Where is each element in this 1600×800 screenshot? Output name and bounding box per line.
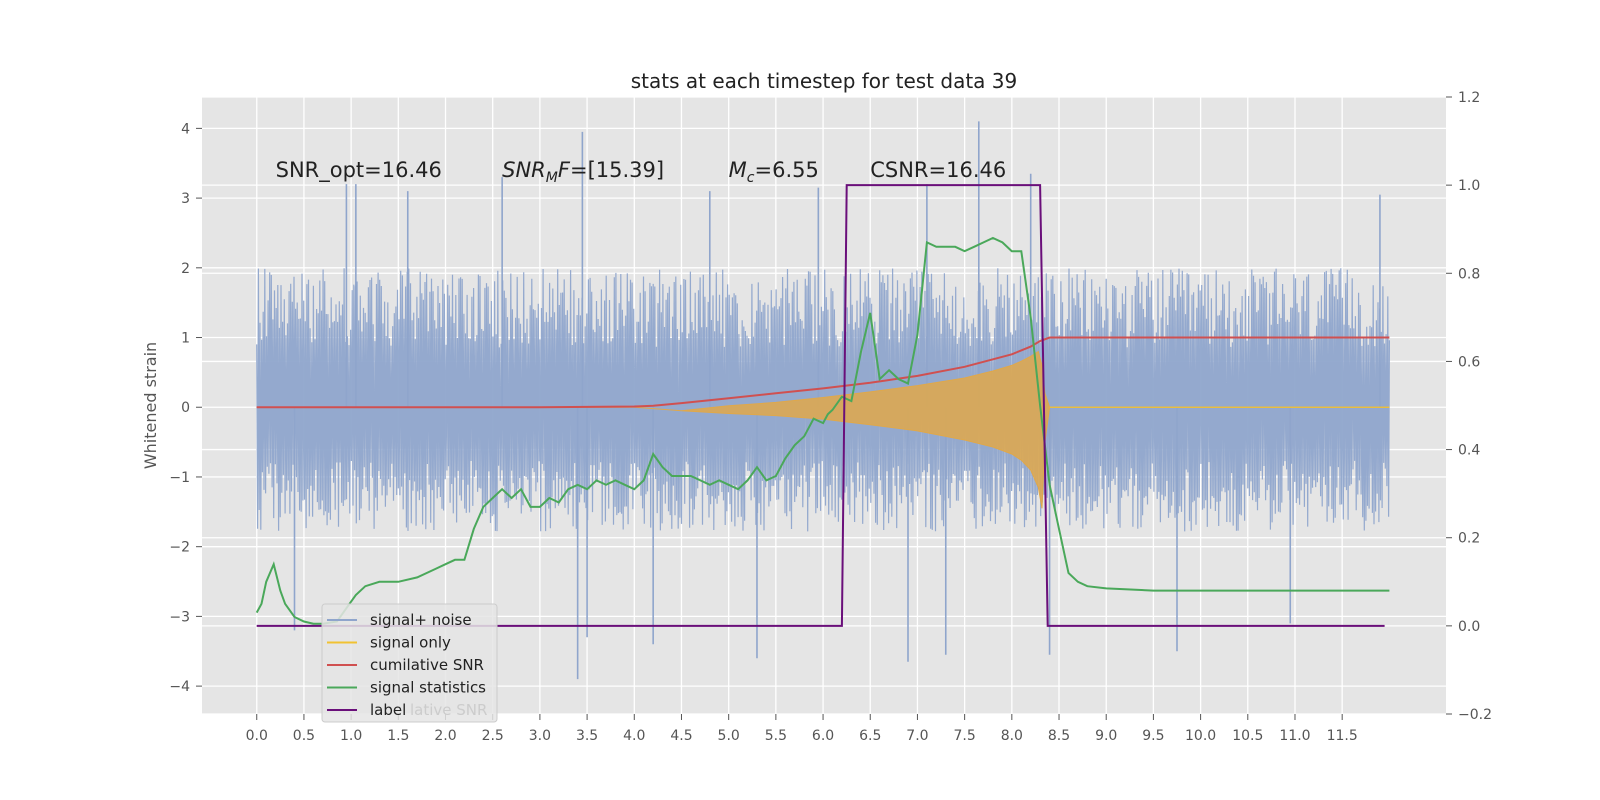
legend-label: signal statistics [370, 679, 486, 697]
annotation-text: SNR_opt=16.46 [276, 158, 442, 183]
annotation-text: CSNR=16.46 [870, 158, 1006, 182]
x-tick-label: 6.0 [812, 728, 834, 744]
axis-ticks: 0.0 0.5 1.0 1.5 2.0 2.5 3.0 3.5 4.0 4.5 5.0 5.5 6.0 6… [169, 90, 1492, 744]
y-tick-label: −1 [169, 470, 190, 486]
x-tick-label: 10.5 [1232, 728, 1263, 744]
y2-tick-label: 0.4 [1458, 443, 1480, 459]
x-tick-label: 1.5 [387, 728, 409, 744]
series-signal-noise [256, 121, 1390, 680]
label-line [256, 184, 1385, 627]
x-tick-label: 8.5 [1048, 728, 1070, 744]
x-tick-label: 6.5 [859, 728, 881, 744]
x-tick-label: 1.0 [340, 728, 362, 744]
x-tick-label: 2.0 [434, 728, 456, 744]
y-tick-label: 4 [181, 121, 190, 137]
y2-tick-label: 0.8 [1458, 266, 1480, 282]
x-tick-label: 4.5 [670, 728, 692, 744]
x-tick-label: 7.0 [906, 728, 928, 744]
y-tick-label: −3 [169, 609, 190, 625]
annotation-text: SNRMF=[15.39] [502, 158, 664, 186]
chart-title: stats at each timestep for test data 39 [631, 69, 1017, 93]
y2-tick-label: −0.2 [1458, 707, 1492, 723]
y-tick-label: 2 [181, 261, 190, 277]
y-tick-label: 0 [181, 400, 190, 416]
y-tick-label: 1 [181, 331, 190, 347]
annotations: SNR_opt=16.46 SNRMF=[15.39] Mc=6.55 CSNR=16… [276, 158, 1007, 186]
y2-tick-label: 0.6 [1458, 354, 1480, 370]
series-signal-only [256, 350, 1390, 509]
x-tick-label: 7.5 [954, 728, 976, 744]
x-tick-label: 9.5 [1142, 728, 1164, 744]
y-tick-label: −2 [169, 540, 190, 556]
legend: lative SNR signal+ noise signal only cumila… [321, 603, 498, 723]
y2-tick-label: 0.0 [1458, 619, 1480, 635]
legend-label: signal only [370, 634, 451, 652]
x-tick-label: 2.5 [482, 728, 504, 744]
y-axis-label: Whitened strain [141, 342, 160, 469]
legend-overlap-text: lative SNR [410, 701, 487, 719]
legend-label: cumilative SNR [370, 656, 484, 674]
x-tick-label: 11.0 [1279, 728, 1310, 744]
x-tick-label: 3.5 [576, 728, 598, 744]
y2-tick-label: 1.0 [1458, 178, 1480, 194]
x-tick-label: 3.0 [529, 728, 551, 744]
y-tick-label: −4 [169, 679, 190, 695]
x-tick-label: 11.5 [1327, 728, 1358, 744]
x-tick-label: 5.5 [765, 728, 787, 744]
cumulative-snr-line [256, 336, 1390, 409]
y-tick-label: 3 [181, 191, 190, 207]
signal-statistics-line [255, 236, 1390, 625]
noise-band-trace [256, 268, 1390, 532]
y2-tick-label: 1.2 [1458, 90, 1480, 106]
x-tick-label: 9.0 [1095, 728, 1117, 744]
x-tick-label: 0.5 [293, 728, 315, 744]
annotation-text: Mc=6.55 [729, 158, 819, 186]
legend-box [321, 603, 498, 723]
y2-tick-label: 0.2 [1458, 531, 1480, 547]
x-tick-label: 0.0 [246, 728, 268, 744]
x-tick-label: 4.0 [623, 728, 645, 744]
x-tick-label: 5.0 [718, 728, 740, 744]
x-tick-label: 10.0 [1185, 728, 1216, 744]
signal-only-envelope [256, 350, 1390, 509]
legend-label: label [370, 701, 406, 719]
series-lines [255, 184, 1390, 627]
x-tick-label: 8.0 [1001, 728, 1023, 744]
legend-label: signal+ noise [370, 611, 472, 629]
